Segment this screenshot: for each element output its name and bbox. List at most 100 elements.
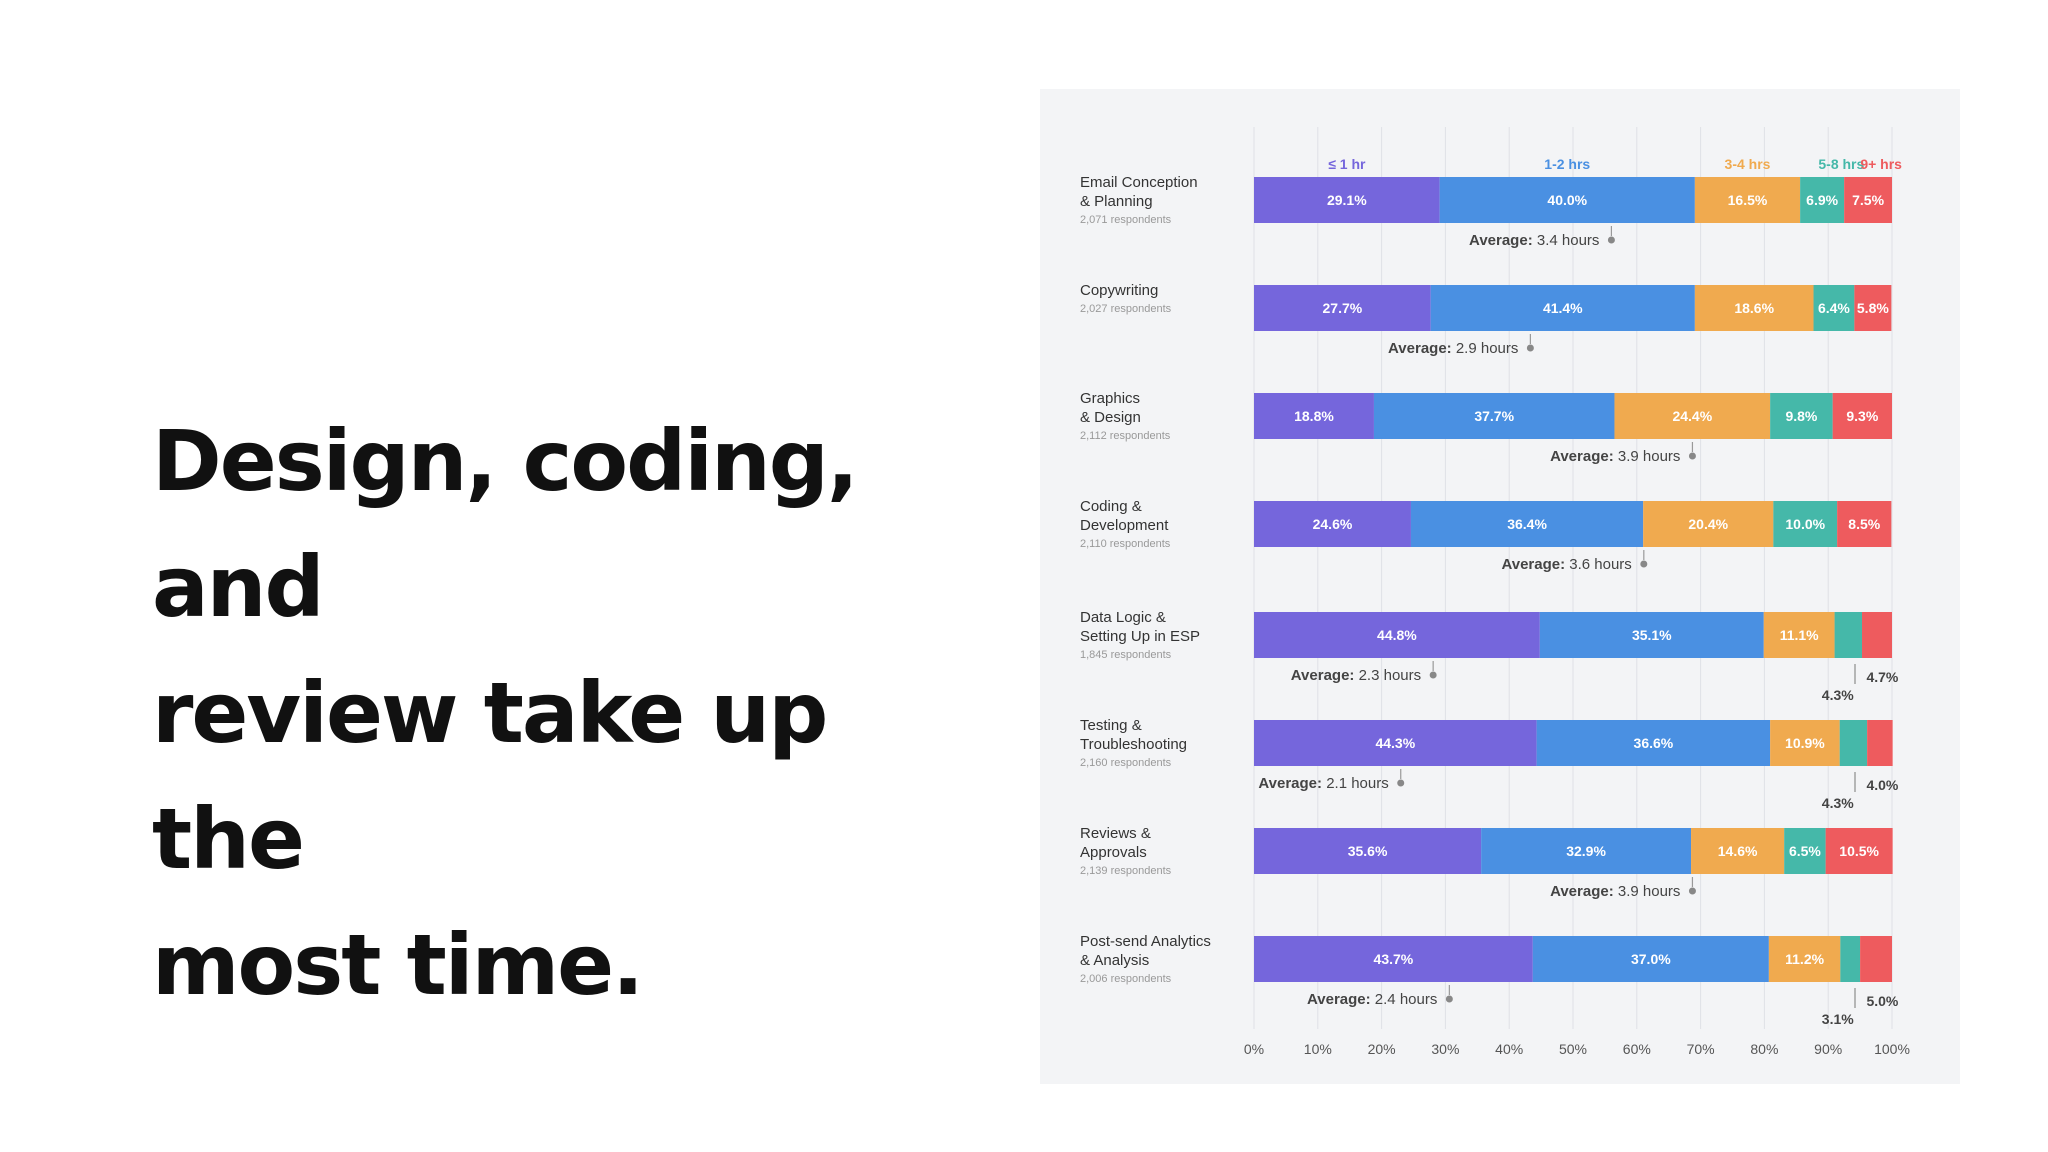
category-label-line2: & Analysis [1080,952,1149,969]
category-label: Graphics [1080,390,1140,407]
bar-segment [1254,936,1533,982]
chart-svg: 0% 10% 20% 30% 40% 50% 60% 70% 80% 90% 100% ≤ 1 hr 1… [1080,127,1910,1057]
data-label: 35.6% [1348,843,1388,859]
outside-data-label: 4.3% [1822,795,1854,811]
bar-segment [1694,177,1801,223]
category-label-line2: Development [1080,517,1169,534]
category-label: Email Conception [1080,174,1198,191]
data-label: 20.4% [1688,516,1728,532]
average-label: Average: 2.4 hours [1307,991,1437,1008]
bar-segment [1813,285,1855,331]
average-dot [1640,560,1648,568]
average-label-value: 3.4 hours [1537,232,1600,249]
respondents-count: 1,845 respondents [1080,649,1172,661]
average-dot [1526,344,1534,352]
bar-segment [1691,828,1785,874]
stacked-bar-chart: 0% 10% 20% 30% 40% 50% 60% 70% 80% 90% 100% ≤ 1 hr 1… [1040,89,1960,1084]
average-label: Average: 2.9 hours [1388,340,1518,357]
category-label-line2: Troubleshooting [1080,736,1187,753]
respondents-count: 2,006 respondents [1080,973,1172,985]
bar-segment [1770,393,1833,439]
outside-data-label: 5.0% [1866,993,1898,1009]
bar-segment [1373,393,1615,439]
x-tick-label: 80% [1750,1041,1778,1057]
bar-segment [1860,936,1892,982]
headline-line-1: Design, coding, and [152,412,859,636]
outside-data-label: 4.7% [1866,669,1898,685]
data-label: 44.3% [1375,735,1415,751]
data-label: 6.9% [1806,192,1838,208]
average-dot [1445,995,1453,1003]
data-label: 6.5% [1789,843,1821,859]
x-tick-label: 0% [1244,1041,1264,1057]
data-label: 11.1% [1780,627,1819,643]
data-label: 32.9% [1566,843,1606,859]
respondents-count: 2,112 respondents [1080,430,1171,442]
data-label: 41.4% [1543,300,1583,316]
respondents-count: 2,071 respondents [1080,214,1172,226]
category-label-line2: & Design [1080,409,1141,426]
outside-data-label: 4.0% [1866,777,1898,793]
bar-segment [1773,501,1838,547]
bar-segment [1834,612,1863,658]
data-label: 24.6% [1313,516,1353,532]
bar-segment [1439,177,1695,223]
category-label: Testing & [1080,717,1142,734]
data-label: 11.2% [1785,951,1824,967]
data-label: 10.0% [1785,516,1825,532]
data-label: 36.4% [1507,516,1547,532]
data-label: 18.6% [1734,300,1774,316]
x-tick-label: 10% [1304,1041,1332,1057]
respondents-count: 2,160 respondents [1080,757,1172,769]
bar-segment [1643,501,1774,547]
average-dot [1397,779,1405,787]
bar-segment [1430,285,1695,331]
average-dot [1688,452,1696,460]
average-dot [1688,887,1696,895]
average-label-prefix: Average: [1258,775,1326,792]
average-label: Average: 3.9 hours [1550,448,1680,465]
bar-segment [1840,936,1861,982]
legend-1-2-hrs: 1-2 hrs [1544,156,1590,172]
data-label: 6.4% [1818,300,1850,316]
category-label: Data Logic & [1080,609,1166,626]
headline: Design, coding, and review take up the m… [152,398,952,1028]
x-tick-label: 70% [1687,1041,1715,1057]
bar-segment [1839,720,1868,766]
average-label-value: 3.6 hours [1569,556,1632,573]
bar-segment [1254,285,1431,331]
data-label: 29.1% [1327,192,1367,208]
average-label-prefix: Average: [1501,556,1569,573]
bar-segment [1784,828,1826,874]
data-label: 9.3% [1846,408,1878,424]
bar-segment [1254,720,1537,766]
bar-segment [1854,285,1892,331]
bar-segment [1254,177,1440,223]
data-label: 16.5% [1728,192,1768,208]
average-label-value: 2.1 hours [1326,775,1389,792]
bar-segment [1837,501,1892,547]
average-label-prefix: Average: [1469,232,1537,249]
bar-segment [1768,936,1841,982]
average-dot [1429,671,1437,679]
average-label-value: 2.4 hours [1375,991,1438,1008]
bar-segment [1254,501,1411,547]
bar-segment [1481,828,1692,874]
average-label: Average: 3.4 hours [1469,232,1599,249]
x-tick-label: 60% [1623,1041,1651,1057]
data-label: 10.9% [1785,735,1825,751]
data-label: 44.8% [1377,627,1417,643]
x-tick-label: 20% [1368,1041,1396,1057]
respondents-count: 2,110 respondents [1080,538,1171,550]
data-label: 27.7% [1323,300,1363,316]
category-label: Copywriting [1080,282,1158,299]
average-label-prefix: Average: [1307,991,1375,1008]
average-label-prefix: Average: [1550,883,1618,900]
x-tick-label: 100% [1874,1041,1910,1057]
data-label: 37.0% [1631,951,1671,967]
category-label-line2: Setting Up in ESP [1080,628,1200,645]
bar-segment [1254,393,1374,439]
legend-5-8-hrs: 5-8 hrs [1818,156,1864,172]
category-label: Reviews & [1080,825,1151,842]
legend-3-4-hrs: 3-4 hrs [1725,156,1771,172]
